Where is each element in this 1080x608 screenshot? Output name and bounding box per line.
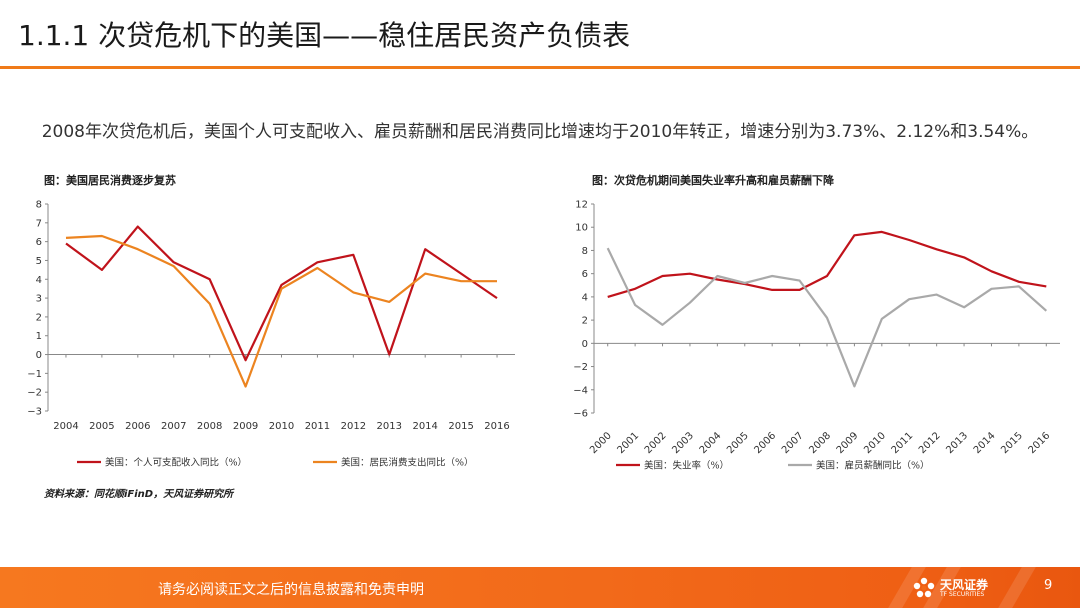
flower-logo-icon (913, 577, 935, 598)
y-tick-label: 3 (36, 294, 42, 305)
legend-label-2: 美国：居民消费支出同比（%） (341, 457, 474, 469)
x-tick-label: 2012 (341, 421, 366, 432)
y-tick-label: 12 (575, 200, 588, 211)
legend-label-1: 美国：个人可支配收入同比（%） (105, 457, 247, 469)
x-tick-label: 2008 (197, 421, 222, 432)
y-tick-label: −2 (573, 362, 588, 373)
y-tick-label: 1 (36, 331, 42, 342)
legend-label-1: 美国：失业率（%） (644, 460, 729, 472)
y-tick-label: 2 (582, 316, 588, 327)
y-tick-label: 0 (36, 350, 42, 361)
series-line-2 (606, 247, 1048, 388)
x-tick-label: 2007 (161, 421, 186, 432)
company-logo: 天风证券 TF SECURITIES (912, 574, 1022, 602)
y-tick-label: −6 (573, 409, 588, 420)
series-line-1 (65, 225, 498, 362)
y-tick-label: −1 (27, 369, 42, 380)
consumption-chart: −3 −2 −1 0 1 2 3 4 5 6 7 8 2004 2005 2006 2007 2008 2009 2… (27, 200, 515, 469)
x-tick-label: 2000 (588, 430, 614, 456)
x-tick-label: 2011 (305, 421, 330, 432)
chart2-title: 图：次贷危机期间美国失业率升高和雇员薪酬下降 (592, 174, 834, 187)
x-tick-label: 2016 (1027, 430, 1053, 456)
x-tick-label: 2009 (233, 421, 258, 432)
y-tick-label: −2 (27, 388, 42, 399)
y-tick-label: 7 (36, 218, 42, 229)
x-tick-label: 2010 (269, 421, 294, 432)
x-tick-label: 2001 (615, 430, 641, 456)
y-tick-label: 5 (36, 256, 42, 267)
x-tick-label: 2016 (484, 421, 509, 432)
x-tick-label: 2004 (53, 421, 78, 432)
logo-name: 天风证券 (940, 578, 989, 592)
x-tick-label: 2011 (890, 430, 916, 456)
legend-label-2: 美国：雇员薪酬同比（%） (816, 460, 930, 472)
x-tick-label: 2008 (807, 430, 833, 456)
footer-bar: 请务必阅读正文之后的信息披露和免责申明 (0, 567, 1080, 608)
y-tick-label: 8 (582, 246, 588, 257)
source-note: 资料来源：同花顺iFinD，天风证券研究所 (44, 489, 234, 500)
x-tick-label: 2015 (999, 430, 1025, 456)
x-tick-label: 2006 (125, 421, 150, 432)
x-tick-label: 2014 (412, 421, 437, 432)
x-tick-label: 2005 (725, 430, 751, 456)
y-tick-label: 6 (582, 269, 588, 280)
x-tick-label: 2009 (835, 430, 861, 456)
x-tick-label: 2006 (753, 430, 779, 456)
page-title: 1.1.1 次贷危机下的美国——稳住居民资产负债表 (18, 19, 631, 52)
y-tick-label: 4 (582, 292, 588, 303)
y-tick-label: 8 (36, 200, 42, 211)
footer-disclaimer-link[interactable]: 请务必阅读正文之后的信息披露和免责申明 (158, 582, 424, 598)
summary-text: 2008年次贷危机后，美国个人可支配收入、雇员薪酬和居民消费同比增速均于2010… (41, 122, 1039, 142)
x-tick-label: 2007 (780, 430, 806, 456)
x-tick-label: 2015 (448, 421, 473, 432)
title-divider (0, 66, 1080, 69)
page-number: 9 (1044, 578, 1053, 593)
series-line-1 (607, 230, 1047, 298)
x-tick-label: 2003 (670, 430, 696, 456)
y-tick-label: 4 (36, 275, 42, 286)
x-tick-label: 2005 (89, 421, 114, 432)
y-tick-label: 10 (575, 223, 588, 234)
series-line-2 (65, 234, 497, 388)
chart1-title: 图：美国居民消费逐步复苏 (44, 174, 176, 187)
x-tick-label: 2002 (643, 430, 669, 456)
x-tick-label: 2010 (862, 430, 888, 456)
x-tick-label: 2013 (377, 421, 402, 432)
x-tick-label: 2012 (917, 430, 943, 456)
x-tick-label: 2014 (972, 430, 998, 456)
y-tick-label: 2 (36, 312, 42, 323)
x-tick-label: 2013 (944, 430, 970, 456)
y-tick-label: 0 (582, 339, 588, 350)
y-tick-label: −4 (573, 385, 588, 396)
logo-subtitle: TF SECURITIES (940, 591, 985, 598)
y-tick-label: −3 (27, 407, 42, 418)
x-tick-label: 2004 (698, 430, 724, 456)
y-tick-label: 6 (36, 237, 42, 248)
